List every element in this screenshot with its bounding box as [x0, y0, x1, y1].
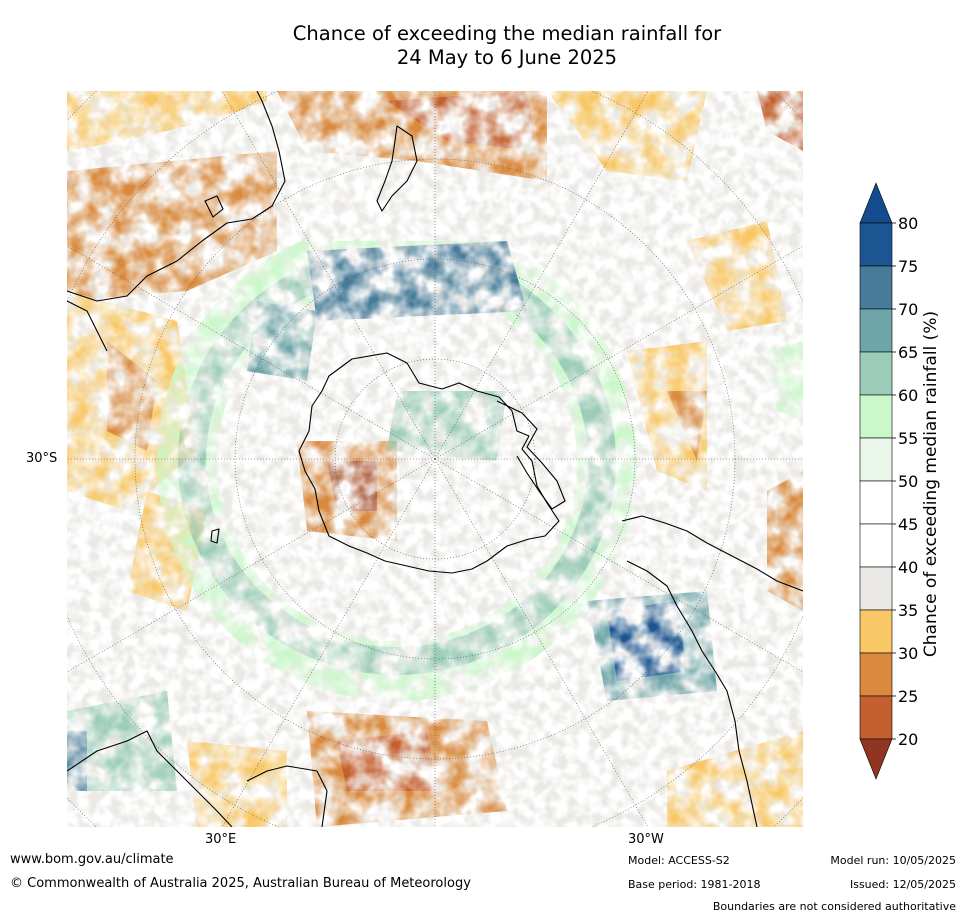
issued-text: Issued: 12/05/2025 [849, 878, 956, 891]
colorbar-tick-label: 35 [898, 601, 918, 620]
model-run-text: Model run: 10/05/2025 [830, 854, 956, 867]
colorbar-tick-label: 40 [898, 558, 918, 577]
colorbar-ticks: 80 75 70 65 60 55 50 45 40 35 30 25 20 [892, 214, 918, 749]
colorbar-tick-label: 25 [898, 687, 918, 706]
colorbar-swatch [859, 308, 893, 353]
colorbar-swatches [859, 182, 893, 780]
copyright-text: © Commonwealth of Australia 2025, Austra… [10, 876, 471, 891]
coastlines [67, 91, 803, 827]
website-link[interactable]: www.bom.gov.au/climate [10, 852, 174, 867]
colorbar-title: Chance of exceeding median rainfall (%) [921, 310, 941, 658]
colorbar-swatch [859, 222, 893, 267]
colorbar-under-triangle [859, 738, 893, 780]
colorbar-swatch [859, 523, 893, 568]
colorbar-tick-label: 50 [898, 472, 918, 491]
madagascar-coast [210, 528, 220, 544]
colorbar-swatch [859, 351, 893, 396]
dry-anomaly-regions [67, 91, 803, 827]
longitude-label-30w: 30°W [628, 832, 664, 847]
colorbar-tick-label: 60 [898, 386, 918, 405]
rainfall-map [67, 91, 803, 827]
colorbar-swatch [859, 265, 893, 310]
colorbar-swatch [859, 480, 893, 525]
colorbar-swatch [859, 609, 893, 654]
colorbar-over-triangle [859, 182, 893, 224]
colorbar-tick-label: 70 [898, 300, 918, 319]
africa-coast [67, 730, 233, 827]
colorbar-tick-label: 80 [898, 214, 918, 233]
australia-coast [67, 91, 286, 302]
tasmania-coast [204, 195, 224, 218]
colorbar-swatch [859, 695, 893, 740]
colorbar-swatch [859, 394, 893, 439]
graticule [67, 91, 803, 827]
colorbar-swatch [859, 437, 893, 482]
colorbar-tick-label: 45 [898, 515, 918, 534]
antarctica-coast [298, 352, 560, 574]
colorbar-swatch [859, 566, 893, 611]
longitude-label-30e: 30°E [205, 832, 237, 847]
antarctic-peninsula-coast [496, 400, 566, 510]
colorbar: 80 75 70 65 60 55 50 45 40 35 30 25 20 [859, 182, 918, 780]
boundaries-note: Boundaries are not considered authoritat… [712, 900, 956, 913]
colorbar-swatch [859, 652, 893, 697]
title-line-1: Chance of exceeding the median rainfall … [292, 22, 722, 45]
colorbar-tick-label: 55 [898, 429, 918, 448]
colorbar-tick-label: 30 [898, 644, 918, 663]
south-america-coast [621, 515, 803, 592]
base-period-text: Base period: 1981-2018 [628, 878, 761, 891]
model-text: Model: ACCESS-S2 [628, 854, 730, 867]
new-zealand-coast [376, 125, 418, 212]
colorbar-tick-label: 75 [898, 257, 918, 276]
title-line-2: 24 May to 6 June 2025 [396, 46, 618, 69]
latitude-label: 30°S [26, 451, 58, 466]
map-title: Chance of exceeding the median rainfall … [0, 22, 965, 70]
colorbar-tick-label: 20 [898, 730, 918, 749]
colorbar-tick-label: 65 [898, 343, 918, 362]
